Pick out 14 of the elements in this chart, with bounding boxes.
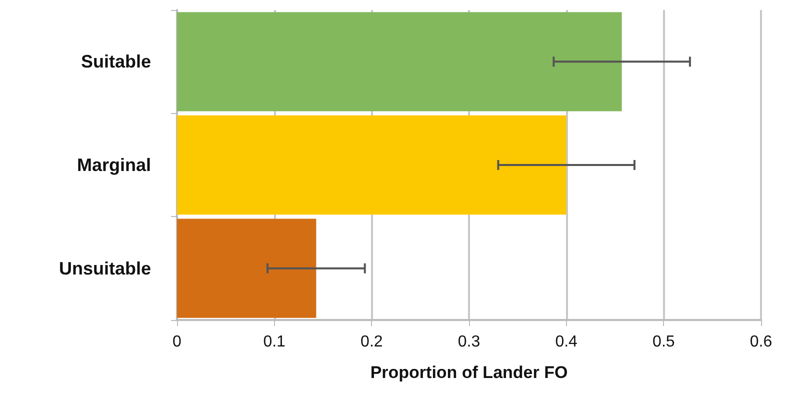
x-tick-label: 0.4 xyxy=(555,334,578,350)
y-tick-label: Unsuitable xyxy=(58,258,151,278)
y-tick-label: Suitable xyxy=(80,52,151,72)
x-tick-label: 0.6 xyxy=(750,334,772,350)
x-tick-label: 0.1 xyxy=(263,334,286,350)
bar xyxy=(177,115,566,215)
bar xyxy=(177,218,316,318)
x-tick-label: 0 xyxy=(172,334,182,350)
bar xyxy=(177,12,622,112)
y-tick-label: Marginal xyxy=(76,155,151,175)
x-tick-label: 0.5 xyxy=(652,334,675,350)
x-tick-label: 0.3 xyxy=(458,334,480,350)
x-tick-label: 0.2 xyxy=(360,334,383,350)
x-axis-title: Proportion of Lander FO xyxy=(370,363,568,382)
